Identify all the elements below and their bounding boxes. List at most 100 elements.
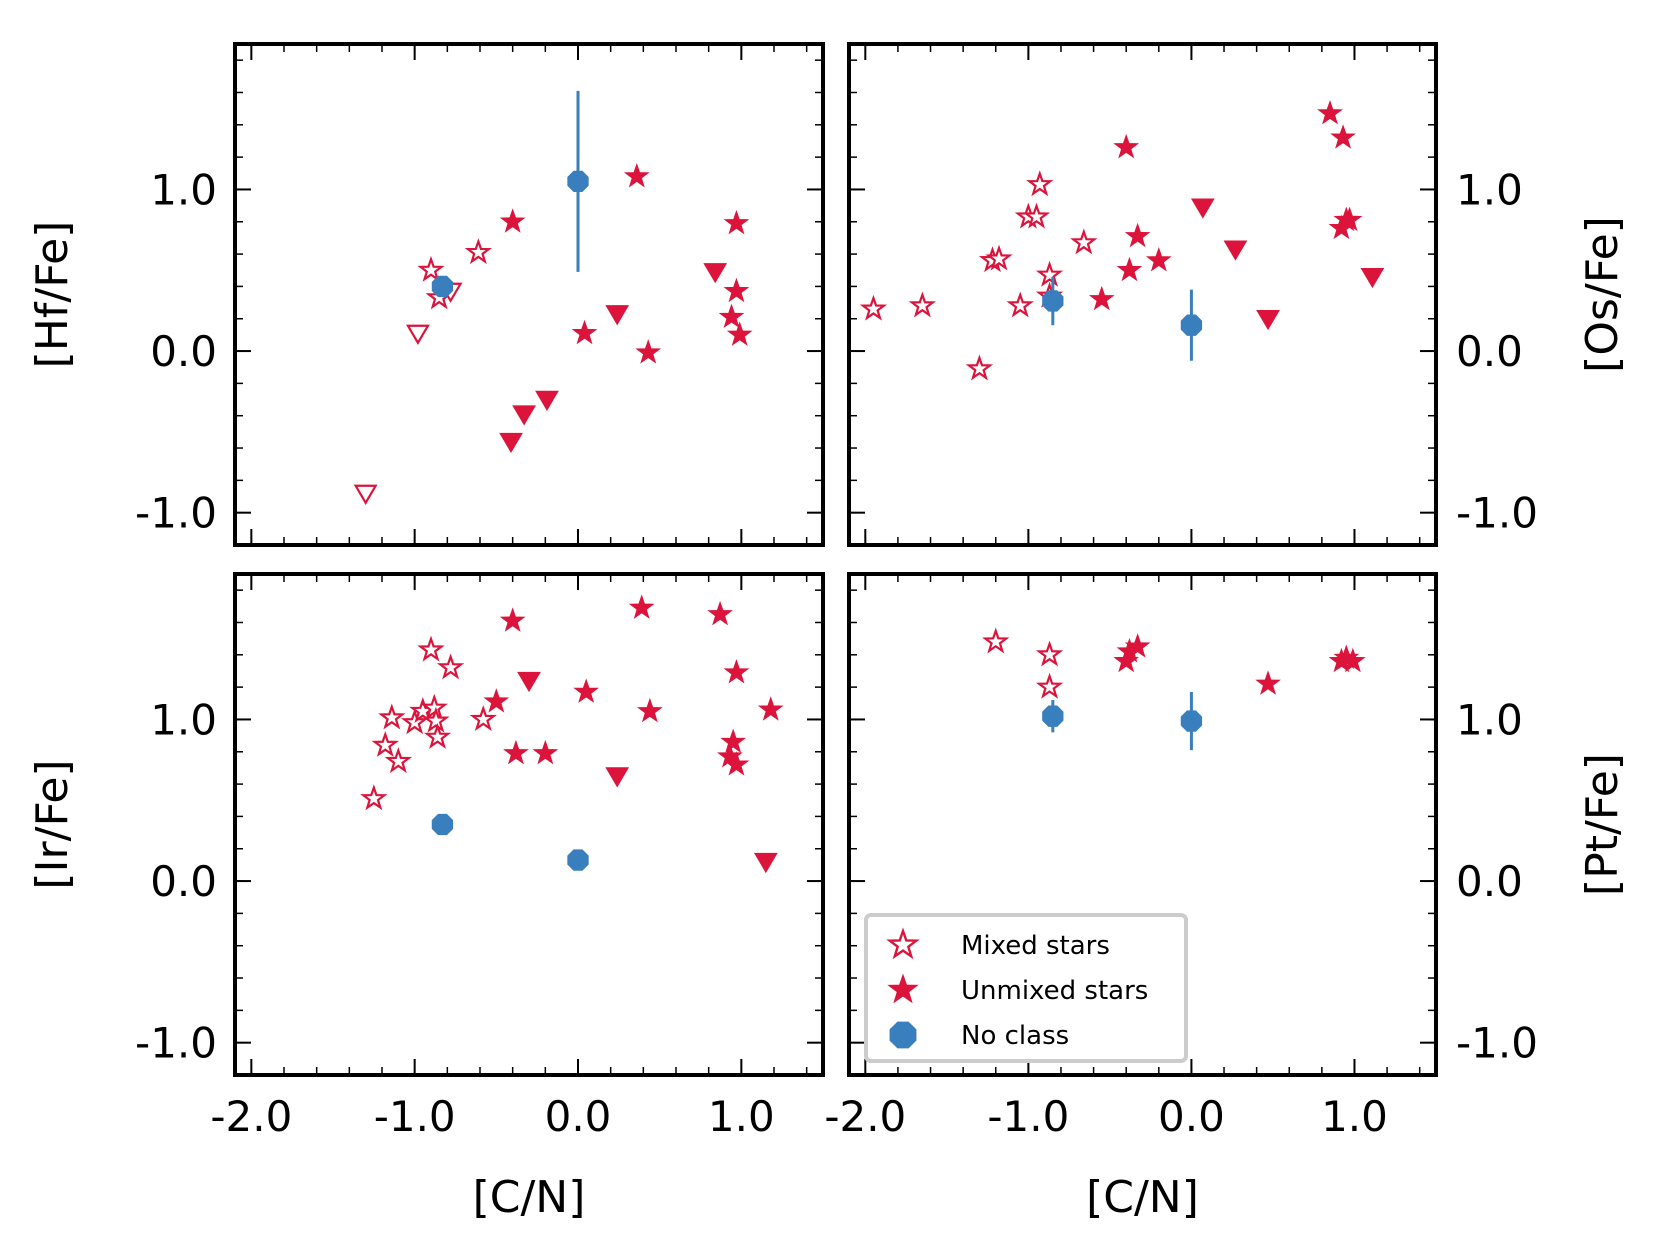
y-tick-label: 1.0 — [1456, 165, 1523, 214]
x-tick-label: 0.0 — [1158, 1092, 1225, 1141]
y-tick-label: 1.0 — [150, 165, 217, 214]
y-tick-label: -1.0 — [1456, 489, 1538, 538]
mixed-star-point — [417, 255, 445, 282]
mixed-star-point — [469, 705, 497, 732]
panel-2: -1.0 0.0 1.0 [Os/Fe] — [847, 42, 1628, 547]
mixed-upper-limit-point — [406, 324, 430, 345]
axes-frame — [233, 42, 825, 547]
mixed-star-point — [422, 706, 450, 733]
legend-unmixed-star-icon — [887, 973, 919, 1004]
unmixed-star-point — [635, 339, 662, 364]
unmixed-star-point — [723, 209, 750, 235]
unmixed-star-point — [723, 659, 750, 684]
unmixed-star-point — [723, 277, 750, 303]
panels-group: -1.0 0.0 1.0 [Hf/Fe] -1.0 0.0 1.0 [Os/Fe] -2.0 -1… — [27, 42, 1628, 1223]
mixed-star-point — [965, 354, 994, 381]
unmixed-star-point — [483, 688, 510, 713]
unmixed-upper-limit-point — [605, 767, 630, 788]
unmixed-upper-limit-point — [535, 390, 559, 411]
mixed-star-point — [436, 653, 465, 680]
unmixed-star-point — [571, 319, 598, 345]
unmixed-star-point — [718, 303, 745, 329]
unmixed-star-point — [532, 739, 559, 765]
y-tick-label: 0.0 — [1456, 857, 1523, 906]
x-tick-label: -2.0 — [210, 1092, 292, 1141]
y-axis-label: [Ir/Fe] — [27, 759, 78, 889]
x-tick-label: -2.0 — [824, 1092, 906, 1141]
axes-frame — [233, 572, 825, 1077]
mixed-star-point — [378, 703, 406, 730]
unmixed-upper-limit-point — [1256, 309, 1280, 331]
unmixed-star-point — [573, 678, 600, 703]
noclass-point — [1042, 705, 1064, 727]
y-tick-label: -1.0 — [1456, 1019, 1538, 1068]
y-tick-label: 0.0 — [150, 327, 217, 376]
y-tick-label: 1.0 — [150, 695, 217, 744]
x-axis-label: [C/N] — [473, 1172, 586, 1223]
unmixed-star-point — [757, 696, 784, 721]
unmixed-star-point — [723, 751, 750, 776]
unmixed-star-point — [503, 739, 529, 765]
y-axis-label: [Hf/Fe] — [27, 221, 78, 369]
y-tick-label: 0.0 — [1456, 327, 1523, 376]
unmixed-upper-limit-point — [517, 671, 541, 693]
axes-frame — [847, 572, 1438, 1077]
mixed-star-point — [982, 627, 1010, 654]
unmixed-star-point — [1255, 670, 1281, 695]
unmixed-star-point — [499, 208, 526, 233]
unmixed-star-point — [720, 728, 747, 754]
mixed-star-point — [1035, 260, 1064, 287]
panel-3: -2.0 -1.0 0.0 1.0 -1.0 0.0 1.0 [Ir/Fe] [C/N] — [27, 572, 825, 1223]
mixed-star-point — [908, 291, 937, 318]
unmixed-star-point — [1330, 124, 1356, 149]
mixed-star-point — [1035, 640, 1064, 667]
mixed-star-point — [464, 238, 493, 265]
x-tick-label: 0.0 — [545, 1092, 612, 1141]
legend-label-unmixed: Unmixed stars — [961, 976, 1148, 1006]
unmixed-star-point — [1317, 99, 1343, 125]
panel-1: -1.0 0.0 1.0 [Hf/Fe] — [27, 42, 825, 547]
unmixed-star-point — [636, 697, 663, 723]
y-axis-label: [Pt/Fe] — [1577, 753, 1628, 896]
unmixed-upper-limit-point — [605, 305, 630, 326]
mixed-star-point — [1035, 672, 1064, 699]
noclass-point — [1180, 314, 1203, 336]
unmixed-star-point — [1124, 222, 1151, 248]
mixed-upper-limit-point — [353, 484, 378, 505]
unmixed-upper-limit-point — [1223, 240, 1248, 261]
mixed-star-point — [401, 708, 429, 735]
unmixed-upper-limit-point — [512, 405, 536, 426]
noclass-point — [567, 170, 589, 193]
legend-mixed-star-icon — [886, 927, 920, 960]
mixed-star-point — [423, 722, 452, 749]
unmixed-upper-limit-point — [499, 432, 523, 454]
y-axis-label: [Os/Fe] — [1577, 216, 1628, 373]
unmixed-upper-limit-point — [703, 263, 728, 284]
legend: Mixed stars Unmixed stars No class — [864, 913, 1188, 1063]
unmixed-star-point — [1088, 285, 1115, 311]
mixed-star-point — [417, 635, 445, 662]
unmixed-star-point — [707, 600, 733, 626]
mixed-star-point — [371, 730, 399, 757]
noclass-point — [567, 849, 589, 871]
x-tick-label: 1.0 — [1321, 1092, 1388, 1141]
unmixed-star-point — [1145, 247, 1172, 272]
legend-frame — [864, 913, 1188, 1063]
legend-noclass-hexagon-icon — [889, 1021, 917, 1049]
mixed-star-point — [384, 747, 412, 774]
legend-label-mixed: Mixed stars — [961, 931, 1110, 961]
noclass-point — [431, 275, 454, 298]
x-tick-label: -1.0 — [374, 1092, 456, 1141]
legend-label-noclass: No class — [961, 1021, 1069, 1051]
panel-4: -2.0 -1.0 0.0 1.0 -1.0 0.0 1.0 [Pt/Fe] [C/N] — [824, 572, 1628, 1223]
mixed-star-point — [1026, 170, 1054, 197]
y-tick-label: 1.0 — [1456, 695, 1523, 744]
x-tick-label: -1.0 — [987, 1092, 1069, 1141]
unmixed-star-point — [726, 321, 753, 346]
x-tick-label: 1.0 — [708, 1092, 775, 1141]
mixed-star-point — [1070, 228, 1098, 255]
unmixed-star-point — [623, 162, 650, 188]
unmixed-upper-limit-point — [1360, 267, 1385, 289]
y-tick-label: 0.0 — [150, 857, 217, 906]
